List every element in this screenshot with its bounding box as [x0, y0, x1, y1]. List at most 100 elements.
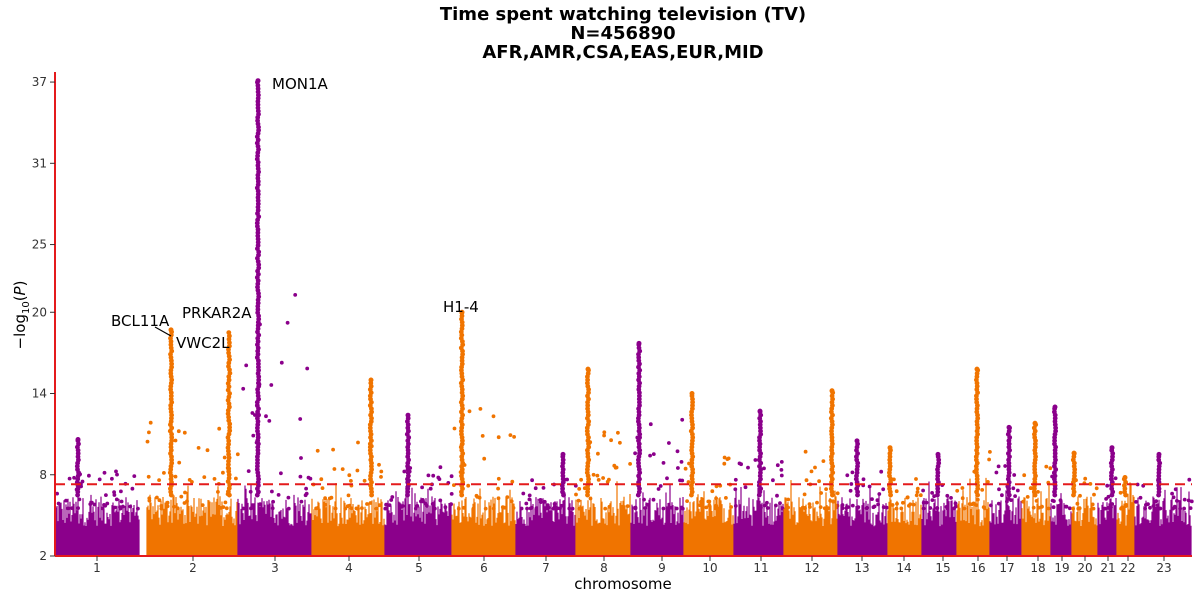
- snp-point: [315, 448, 320, 453]
- snp-point: [679, 505, 684, 510]
- snp-point: [840, 503, 845, 507]
- snp-point: [349, 506, 354, 511]
- snp-point: [683, 466, 688, 471]
- x-tick-label: 1: [93, 561, 101, 575]
- snp-point: [1028, 486, 1033, 490]
- snp-point: [1013, 494, 1017, 498]
- snp-point: [1021, 499, 1026, 504]
- snp-point: [565, 477, 569, 482]
- snp-point: [480, 434, 485, 438]
- snp-point: [596, 451, 600, 456]
- snp-point: [246, 469, 251, 473]
- snp-point: [901, 500, 905, 505]
- snp-point: [997, 487, 1001, 492]
- snp-point: [618, 440, 622, 445]
- peak-point: [227, 425, 233, 430]
- snp-point: [899, 506, 904, 511]
- y-ticks: 2 8 14 20 25 31 37: [32, 75, 55, 563]
- snp-point: [1094, 486, 1099, 491]
- snp-point: [474, 493, 479, 498]
- snp-point: [72, 475, 76, 480]
- x-tick-label: 20: [1077, 561, 1092, 575]
- snp-point: [118, 505, 122, 510]
- snp-point: [817, 479, 821, 484]
- snp-point: [665, 476, 669, 481]
- snp-point: [1189, 499, 1194, 504]
- snp-point: [130, 486, 135, 491]
- snp-point: [104, 493, 108, 497]
- snp-point: [128, 504, 133, 509]
- chromosome-9-mass: [630, 483, 684, 556]
- snp-point: [786, 505, 790, 510]
- snp-point: [955, 488, 960, 493]
- snp-point: [165, 500, 170, 505]
- snp-point: [340, 467, 345, 471]
- peak-top-point: [560, 451, 566, 457]
- snp-point: [1088, 482, 1093, 486]
- chromosome-9-points: [630, 417, 685, 556]
- chromosome-18-peak: [1031, 420, 1039, 498]
- snp-point: [1050, 498, 1055, 503]
- snp-point: [253, 413, 257, 417]
- snp-point: [971, 501, 976, 506]
- snp-point: [1091, 506, 1096, 511]
- snp-point: [159, 504, 164, 508]
- chromosome-17-mass: [989, 490, 1022, 556]
- snp-point: [304, 486, 308, 491]
- x-tick-label: 3: [271, 561, 279, 575]
- snp-point: [551, 506, 556, 511]
- chromosome-17-points: [989, 464, 1022, 556]
- peak-top-point: [887, 445, 893, 451]
- snp-point: [155, 495, 159, 500]
- peak-top-point: [1032, 420, 1038, 426]
- snp-point: [840, 506, 845, 511]
- snp-point: [574, 492, 578, 497]
- snp-point: [1083, 476, 1088, 481]
- snp-point: [921, 488, 925, 493]
- snp-point: [698, 503, 702, 508]
- chromosome-16-points: [955, 450, 992, 556]
- snp-point: [379, 469, 384, 474]
- snp-point: [55, 491, 59, 496]
- x-tick-label: 21: [1100, 561, 1115, 575]
- x-tick-label: 5: [415, 561, 423, 575]
- gene-label-bcl11a: BCL11A: [111, 312, 170, 330]
- snp-point: [1106, 494, 1111, 499]
- snp-point: [377, 462, 381, 467]
- chromosome-21-points: [1097, 476, 1118, 556]
- snp-point: [426, 473, 431, 478]
- snp-point: [1108, 506, 1113, 511]
- snp-point: [1170, 491, 1174, 496]
- snp-point: [607, 504, 612, 509]
- snp-point: [182, 501, 187, 505]
- snp-point: [1158, 506, 1163, 511]
- snp-point: [930, 491, 934, 495]
- snp-point: [704, 505, 709, 510]
- snp-point: [1078, 493, 1082, 498]
- snp-point: [822, 506, 827, 511]
- chart-title-block: Time spent watching television (TV) N=45…: [0, 5, 1200, 62]
- snp-point: [496, 496, 501, 501]
- x-tick-label: 7: [542, 561, 550, 575]
- peak-top-point: [1122, 475, 1128, 480]
- peak-top-point: [636, 340, 642, 346]
- chromosome-2-points: [145, 420, 240, 556]
- snp-point: [67, 476, 72, 481]
- y-tick-label: 14: [32, 387, 47, 401]
- snp-point: [542, 499, 547, 504]
- snp-point: [669, 505, 674, 510]
- snp-point: [960, 486, 965, 490]
- snp-point: [982, 506, 987, 511]
- snp-point: [510, 479, 515, 484]
- snp-point: [962, 506, 967, 511]
- chromosome-8-peak: [584, 366, 592, 498]
- snp-point: [121, 504, 125, 509]
- snp-point: [293, 293, 298, 297]
- peak-top-point: [689, 391, 695, 396]
- snp-point: [733, 487, 738, 492]
- snp-point: [591, 472, 596, 477]
- x-tick-label: 6: [480, 561, 488, 575]
- snp-point: [775, 493, 779, 498]
- snp-point: [967, 502, 972, 506]
- snp-point: [579, 477, 583, 482]
